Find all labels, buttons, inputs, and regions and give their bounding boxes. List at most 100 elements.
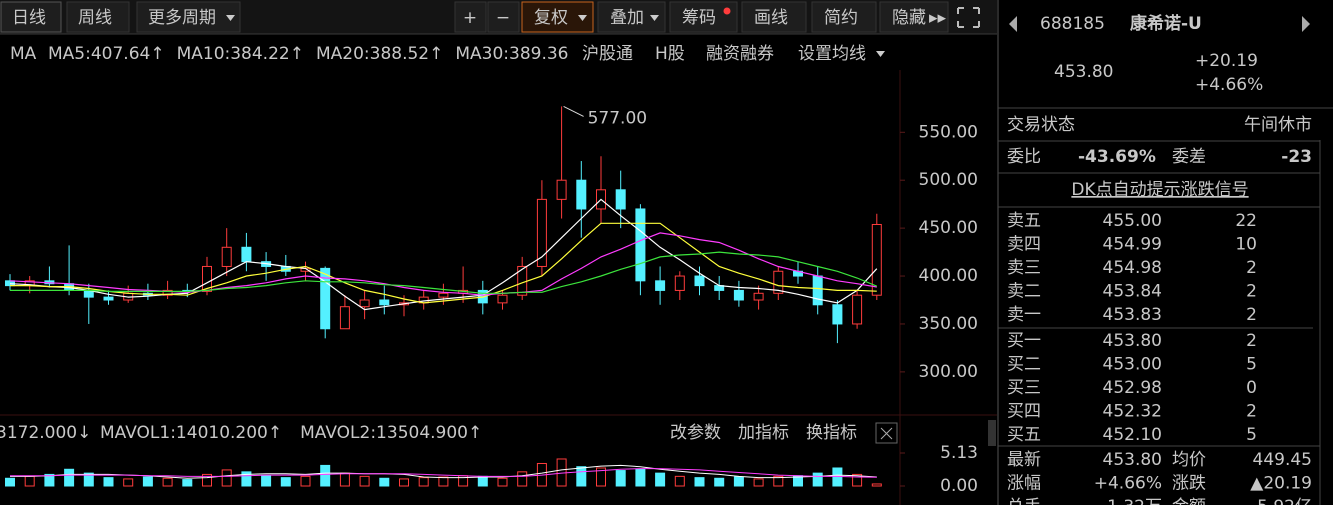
indicator-link[interactable]: 设置均线 bbox=[798, 44, 866, 64]
indicator-link[interactable]: H股 bbox=[655, 44, 685, 64]
indicator-link[interactable]: 沪股通 bbox=[582, 44, 633, 64]
y-tick-label: 350.00 bbox=[919, 314, 978, 334]
tool-button[interactable] bbox=[741, 1, 807, 33]
volume-label: 3172.000↓ bbox=[0, 423, 91, 443]
y-tick-label: 300.00 bbox=[919, 362, 978, 382]
tool-label[interactable]: 简约 bbox=[824, 8, 858, 28]
period-label[interactable]: 周线 bbox=[78, 8, 112, 28]
candle-body bbox=[339, 306, 350, 330]
period-button[interactable] bbox=[66, 1, 130, 33]
book-volume: 0 bbox=[1246, 378, 1257, 398]
icons bbox=[957, 7, 1310, 32]
book-price: 453.84 bbox=[1103, 282, 1162, 302]
stock-code: 688185 bbox=[1040, 14, 1105, 34]
period-button[interactable] bbox=[136, 1, 241, 33]
indicator-link[interactable]: 改参数 bbox=[670, 423, 721, 443]
volume-bar bbox=[261, 475, 272, 487]
tool-button[interactable] bbox=[454, 1, 487, 33]
book-price: 454.98 bbox=[1103, 258, 1162, 278]
volume-bar bbox=[44, 473, 55, 487]
volume-bar bbox=[142, 476, 153, 487]
tool-button[interactable] bbox=[487, 1, 520, 33]
volume-bar bbox=[517, 471, 528, 487]
y-tick-label: 400.00 bbox=[919, 266, 978, 286]
y-tick-label: 5.13 bbox=[940, 443, 978, 463]
candle-body bbox=[852, 294, 863, 325]
candle-body bbox=[103, 296, 114, 301]
collapse-handle[interactable] bbox=[988, 420, 996, 446]
tool-label[interactable]: 复权 bbox=[534, 8, 568, 28]
candle-body bbox=[753, 292, 764, 301]
book-label: 买一 bbox=[1007, 331, 1041, 351]
book-price: 452.98 bbox=[1103, 378, 1162, 398]
book-volume: 5 bbox=[1246, 425, 1257, 445]
volume-bar bbox=[438, 476, 449, 487]
tool-label[interactable]: 筹码 bbox=[682, 8, 716, 28]
book-volume: 22 bbox=[1235, 211, 1257, 231]
tool-label[interactable]: 画线 bbox=[754, 8, 788, 28]
legend-entry: MA30:389.36 bbox=[455, 44, 568, 64]
candle-body bbox=[162, 289, 173, 296]
candle-body bbox=[320, 267, 331, 330]
book-volume: 10 bbox=[1235, 235, 1257, 255]
book-volume: 5 bbox=[1246, 355, 1257, 375]
ratio-value: -43.69% bbox=[1078, 147, 1156, 167]
period-label[interactable]: 日线 bbox=[12, 8, 46, 28]
tool-button[interactable] bbox=[811, 1, 877, 33]
y-tick-label: 450.00 bbox=[919, 218, 978, 238]
close-icon bbox=[880, 427, 893, 440]
volume-bar bbox=[379, 477, 390, 487]
book-volume: 2 bbox=[1246, 282, 1257, 302]
expand-icon: ▸▸ bbox=[929, 8, 947, 28]
indicator-link[interactable]: 换指标 bbox=[806, 423, 857, 443]
volume-bar bbox=[714, 477, 725, 487]
book-label: 卖四 bbox=[1007, 235, 1041, 255]
tool-label[interactable]: + bbox=[463, 8, 477, 28]
dropdown-arrow bbox=[578, 15, 587, 21]
volume-bar bbox=[103, 477, 114, 487]
book-price: 452.10 bbox=[1103, 425, 1162, 445]
volume-bar bbox=[162, 477, 173, 487]
volume-bar bbox=[24, 475, 35, 487]
change-percent: +4.66% bbox=[1195, 75, 1263, 95]
volume-bar bbox=[497, 477, 508, 487]
candle-body bbox=[556, 179, 567, 200]
indicator-link[interactable]: 融资融券 bbox=[706, 44, 774, 64]
price-change: +20.19 bbox=[1195, 51, 1258, 71]
volume-bar bbox=[871, 483, 882, 487]
indicator-link[interactable]: 加指标 bbox=[738, 423, 789, 443]
tool-button[interactable] bbox=[669, 1, 738, 33]
candle-body bbox=[871, 223, 882, 296]
tool-label[interactable]: − bbox=[496, 8, 510, 28]
volume-bar bbox=[733, 476, 744, 487]
book-label: 买二 bbox=[1007, 355, 1041, 375]
candle-body bbox=[812, 275, 823, 306]
stat-value: 453.80 bbox=[1103, 450, 1162, 470]
book-price: 453.83 bbox=[1103, 305, 1162, 325]
book-label: 卖一 bbox=[1007, 305, 1041, 325]
candle-body bbox=[674, 275, 685, 291]
dropdown-arrow bbox=[226, 15, 235, 21]
period-button[interactable] bbox=[0, 1, 62, 33]
book-volume: 2 bbox=[1246, 305, 1257, 325]
mavol-line bbox=[10, 468, 877, 478]
volume-bar bbox=[596, 467, 606, 487]
close-button[interactable] bbox=[875, 422, 898, 444]
signal-link[interactable]: DK点自动提示涨跌信号 bbox=[1071, 180, 1248, 200]
period-label[interactable]: 更多周期 bbox=[148, 8, 216, 28]
quote-dividers bbox=[998, 107, 1333, 447]
book-price: 455.00 bbox=[1103, 211, 1162, 231]
stat-label: 最新 bbox=[1007, 450, 1041, 470]
tool-label[interactable]: 隐藏 bbox=[892, 8, 926, 28]
tool-label[interactable]: 叠加 bbox=[610, 8, 644, 28]
volume-bar bbox=[773, 475, 784, 487]
tool-button[interactable] bbox=[879, 1, 949, 33]
ma-line bbox=[10, 222, 877, 304]
stat-value: ▲20.19 bbox=[1250, 474, 1312, 494]
volume-bar bbox=[339, 472, 350, 487]
book-label: 买四 bbox=[1007, 402, 1041, 422]
ma-line bbox=[9, 198, 878, 311]
volume-bar bbox=[694, 477, 705, 487]
indicator-label: MA bbox=[10, 44, 37, 64]
